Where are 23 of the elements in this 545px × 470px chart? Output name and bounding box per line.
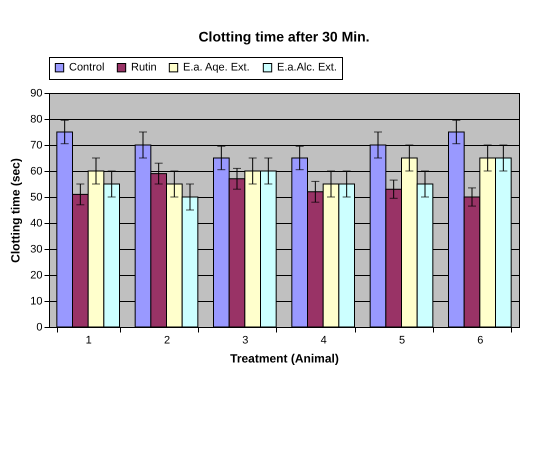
y-tick-label: 20	[30, 270, 42, 282]
legend-label: E.a. Aqe. Ext.	[183, 62, 250, 74]
y-tick-label: 30	[30, 244, 42, 256]
x-tick-label: 3	[242, 334, 248, 346]
y-tick-label: 80	[30, 114, 42, 126]
chart-title: Clotting time after 30 Min.	[198, 28, 370, 44]
legend-label: E.a.Alc. Ext.	[277, 62, 337, 74]
legend-label: Control	[69, 62, 104, 74]
x-tick-label: 2	[164, 334, 170, 346]
y-tick-label: 40	[30, 218, 42, 230]
y-tick-label: 50	[30, 192, 42, 204]
x-tick-label: 4	[320, 334, 327, 346]
y-tick-label: 0	[36, 322, 42, 334]
x-tick-label: 6	[477, 334, 484, 346]
y-tick-label: 90	[30, 88, 42, 100]
x-tick-label: 1	[86, 334, 92, 346]
x-axis-title: Treatment (Animal)	[230, 352, 339, 366]
y-tick-label: 60	[30, 166, 42, 178]
legend-label: Rutin	[131, 62, 157, 74]
y-tick-label: 70	[30, 140, 42, 152]
y-axis-title: Clotting time (sec)	[8, 158, 22, 263]
x-tick-label: 5	[398, 334, 406, 346]
y-tick-label: 10	[30, 296, 42, 308]
